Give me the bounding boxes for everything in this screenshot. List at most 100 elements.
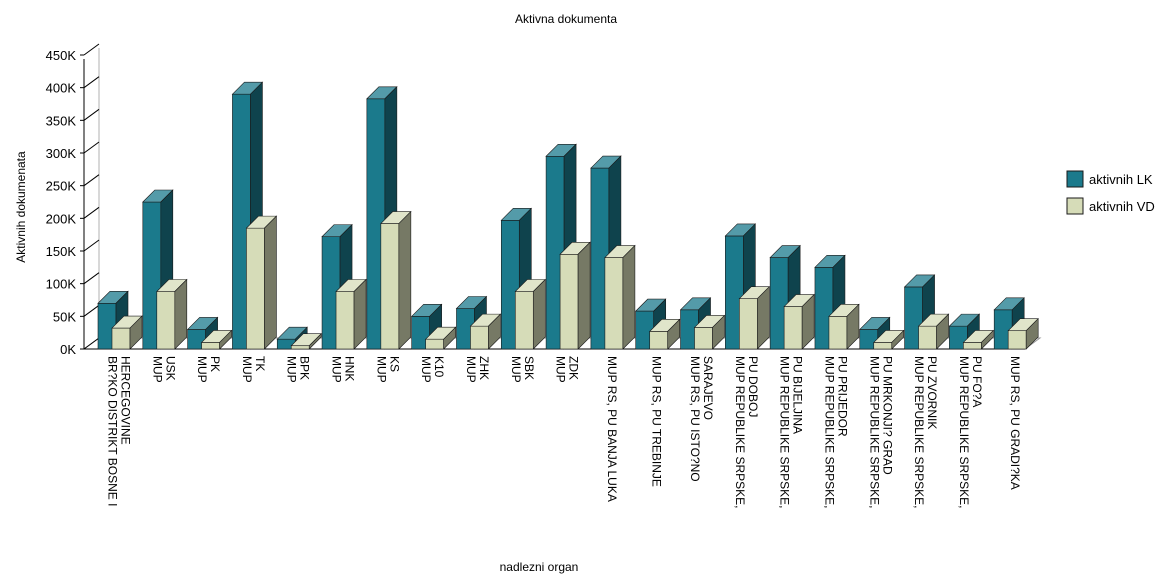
bar-vd <box>335 278 367 350</box>
bar-vd-side <box>488 313 501 350</box>
y-tick-label: 200K <box>46 211 77 226</box>
x-tick-line: HNK <box>343 356 357 381</box>
x-tick-line: ZHK <box>477 356 491 380</box>
x-tick-line: MUP <box>150 356 164 383</box>
bar-vd <box>1007 317 1039 350</box>
bar-vd-side <box>353 278 367 350</box>
bar-vd-side <box>846 303 860 350</box>
x-tick-line: MUP <box>419 356 433 383</box>
bar-vd-front <box>246 227 265 350</box>
bar-vd-side <box>757 285 770 350</box>
bar-vd-side <box>443 326 456 350</box>
bar-vd-side <box>1025 317 1039 350</box>
y-tick-diagonal <box>83 337 100 350</box>
bar-vd <box>111 315 143 350</box>
y-tick-diagonal <box>83 76 100 89</box>
bar-vd-side <box>801 293 815 350</box>
legend-swatch <box>1066 197 1084 215</box>
x-tick-line: USK <box>163 356 177 381</box>
bar-vd-side <box>712 314 725 350</box>
y-tick-diagonal <box>83 239 100 252</box>
bar-vd-front <box>156 291 176 350</box>
bar-vd <box>604 244 636 350</box>
x-tick-line: MUP REPUBLIKE SRPSKE, <box>733 356 747 509</box>
x-tick-line: SARAJEVO <box>701 356 715 420</box>
y-tick-label: 350K <box>46 113 77 128</box>
bar-vd <box>156 278 188 350</box>
bar-vd-front <box>828 316 848 350</box>
x-tick-line: PU BIJELJINA <box>791 356 805 434</box>
bar-vd <box>738 285 771 350</box>
y-tick-diagonal <box>83 108 100 121</box>
x-tick-label: MUP RS, PU ISTO?NO SARAJEVO <box>688 356 715 482</box>
bar-vd <box>514 278 547 350</box>
bar-vd <box>873 329 905 350</box>
bar-vd-side <box>891 329 905 350</box>
x-tick-label: MUP REPUBLIKE SRPSKE, PU BIJELJINA <box>778 356 805 509</box>
bar-vd <box>380 210 412 350</box>
x-tick-line: TK <box>253 356 267 371</box>
y-tick-label: 450K <box>46 48 77 63</box>
bar-vd <box>245 215 278 350</box>
x-tick-line: PU FO?A <box>970 356 984 407</box>
bar-vd-front <box>918 325 937 350</box>
bar-vd <box>917 313 950 350</box>
x-tick-label: MUP SBK <box>509 356 536 383</box>
bar-vd <box>424 326 457 350</box>
legend: aktivnih LK aktivnih VD <box>1066 170 1155 215</box>
bar-vd <box>648 318 681 350</box>
bar-vd-side <box>398 210 412 350</box>
bar-vd-front <box>514 291 534 350</box>
x-tick-label: MUP REPUBLIKE SRPSKE, PU ZVORNIK <box>912 356 939 509</box>
x-tick-label: MUP RS, PU GRADI?KA <box>1008 356 1022 490</box>
x-tick-label: MUP RS, PU BANJA LUKA <box>605 356 619 502</box>
bar-vd-front <box>604 257 624 350</box>
x-tick-label: MUP REPUBLIKE SRPSKE, PU MRKONJI? GRAD <box>867 356 894 509</box>
x-tick-line: MUP REPUBLIKE SRPSKE, <box>912 356 926 509</box>
bar-vd <box>693 314 726 350</box>
bar-vd-front <box>694 327 713 350</box>
x-tick-line: KS <box>387 356 401 372</box>
bars-group <box>97 81 1039 350</box>
y-tick-label: 50K <box>53 309 76 324</box>
x-tick-label: MUP PK <box>195 356 222 383</box>
bar-vd-front <box>111 327 131 350</box>
bar-vd-side <box>308 333 322 350</box>
x-tick-label: MUP RS, PU TREBINJE <box>650 356 664 487</box>
bar-vd-side <box>264 215 277 350</box>
bar-vd <box>828 303 860 350</box>
bar-vd <box>962 329 995 350</box>
x-tick-line: MUP <box>509 356 523 383</box>
x-tick-line: MUP RS, PU GRADI?KA <box>1008 356 1022 490</box>
x-tick-label: MUP TK <box>240 356 267 383</box>
bar-vd-front <box>963 342 982 350</box>
y-tick-label: 250K <box>46 179 77 194</box>
x-tick-line: PU MRKONJI? GRAD <box>880 356 894 475</box>
x-tick-label: MUP K10 <box>419 356 446 383</box>
y-tick-diagonal <box>83 141 100 154</box>
bar-vd-side <box>532 278 546 350</box>
bar-vd <box>469 313 502 350</box>
y-tick-diagonal <box>83 43 100 56</box>
x-tick-line: MUP REPUBLIKE SRPSKE, <box>778 356 792 509</box>
x-tick-label: MUP REPUBLIKE SRPSKE, PU PRIJEDOR <box>822 356 849 509</box>
x-tick-line: MUP REPUBLIKE SRPSKE, <box>822 356 836 509</box>
y-axis-ticks: 0K 50K 100K 150K 200K 250K 300K 350K 400K 450K <box>46 43 100 357</box>
y-tick-diagonal <box>83 304 100 317</box>
x-axis-ticks: BR?KO DISTRIKT BOSNE I HERCEGOVINE MUP USK M… <box>106 356 1023 509</box>
bar-vd-side <box>219 329 232 350</box>
x-tick-line: MUP <box>195 356 209 383</box>
x-tick-label: BR?KO DISTRIKT BOSNE I HERCEGOVINE <box>106 356 133 506</box>
x-tick-label: MUP USK <box>150 356 177 383</box>
y-tick-diagonal <box>83 174 100 187</box>
x-tick-label: MUP HNK <box>330 356 357 383</box>
x-tick-line: SBK <box>522 356 536 380</box>
x-tick-line: BPK <box>298 356 312 380</box>
x-tick-line: MUP REPUBLIKE SRPSKE, <box>867 356 881 509</box>
x-tick-line: MUP REPUBLIKE SRPSKE, <box>957 356 971 509</box>
legend-label: aktivnih LK <box>1089 172 1153 187</box>
bar-vd-side <box>936 313 949 350</box>
x-tick-label: MUP KS <box>374 356 401 383</box>
bar-vd <box>200 329 233 350</box>
